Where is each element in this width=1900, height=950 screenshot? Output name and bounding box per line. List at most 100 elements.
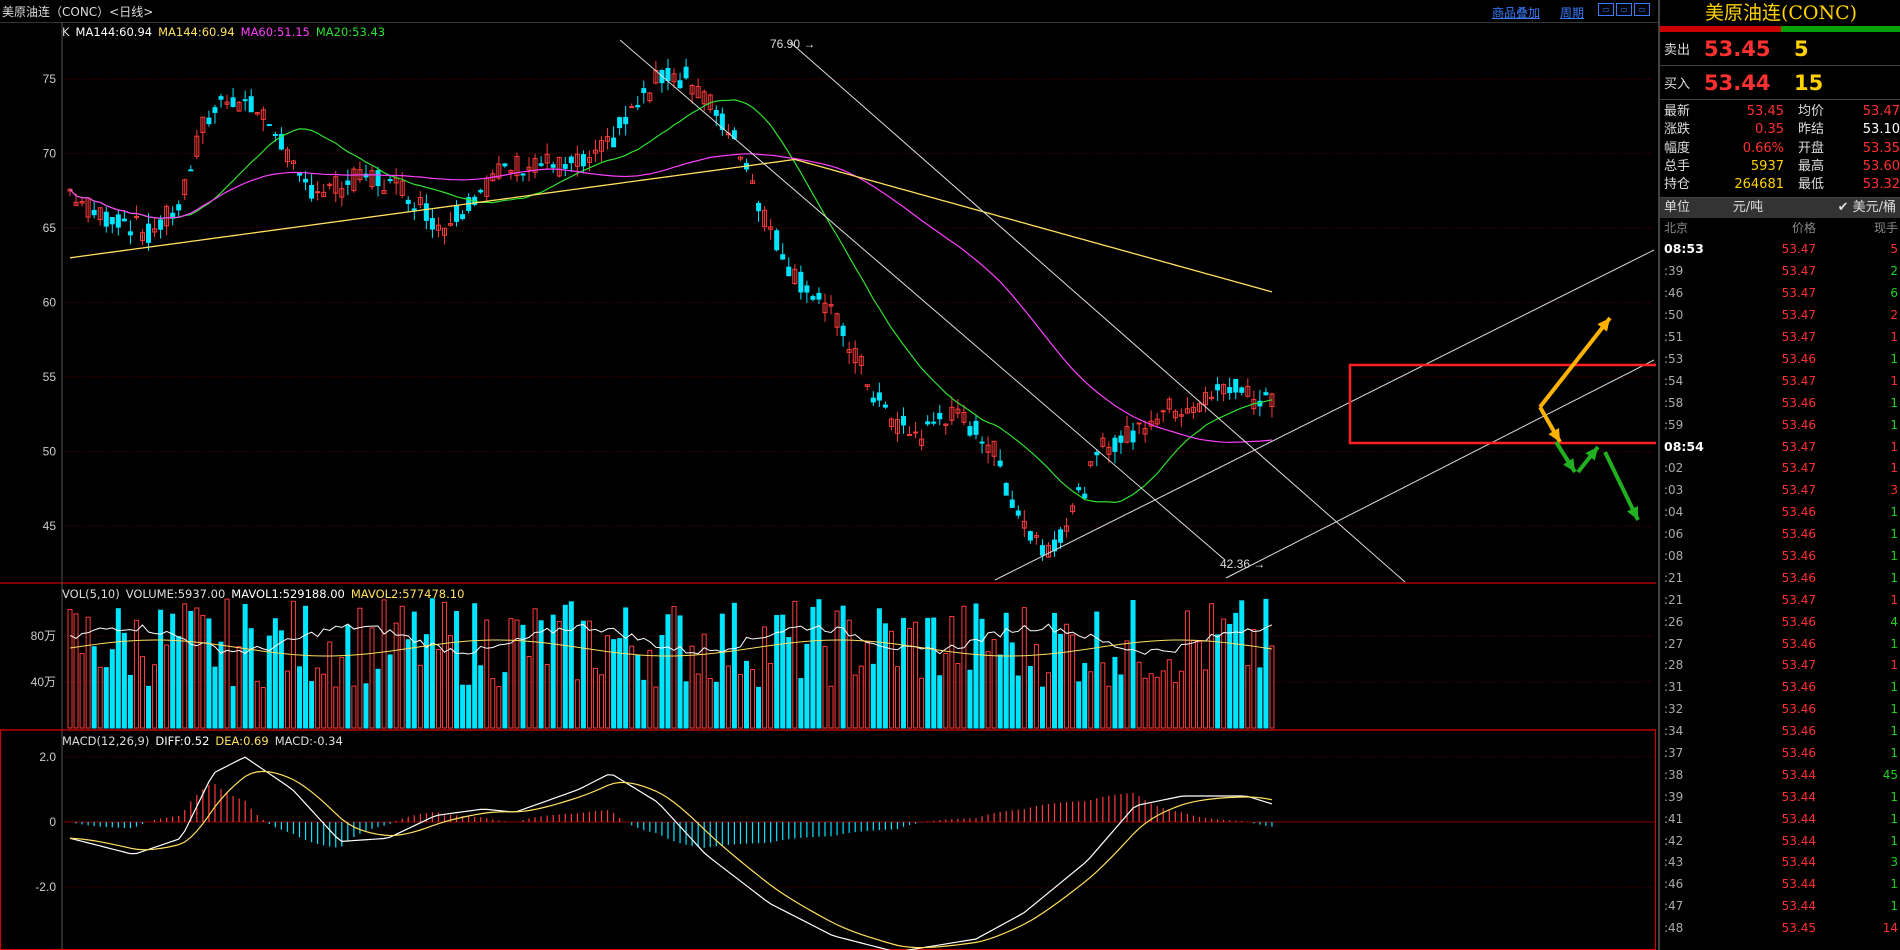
- candle-body: [73, 201, 79, 206]
- ticks-list[interactable]: 08:53 53.47 5:39 53.47 2:46 53.47 6:50 53.47 2:5…: [1660, 238, 1900, 939]
- volume-bar: [611, 639, 617, 729]
- macd-frame: [0, 729, 1656, 950]
- buy-row: 买入 53.44 15: [1660, 66, 1900, 100]
- candle-body: [1166, 398, 1172, 410]
- trend-line: [1225, 359, 1655, 579]
- candle-body: [260, 109, 266, 120]
- candle-body: [635, 104, 641, 108]
- volume-bar: [297, 666, 303, 729]
- tick-row: :39 53.47 2: [1660, 260, 1900, 282]
- overlay-commodity-link[interactable]: 商品叠加: [1492, 6, 1541, 20]
- volume-bar: [272, 618, 278, 729]
- candle-body: [1196, 403, 1202, 412]
- volume-bar: [339, 656, 345, 729]
- tick-price: 53.46: [1781, 745, 1816, 760]
- unit-row[interactable]: 单位 元/吨 ✔ 美元/桶: [1660, 198, 1900, 219]
- candle-body: [955, 408, 961, 414]
- trend-line: [619, 39, 1226, 561]
- candle-body: [97, 207, 103, 221]
- tick-price: 53.44: [1781, 877, 1816, 892]
- candle-body: [1088, 461, 1094, 466]
- sell-price: 53.45: [1704, 36, 1771, 61]
- tick-price: 53.44: [1781, 899, 1816, 914]
- candle-body: [315, 191, 321, 194]
- volume-bar: [1190, 640, 1196, 729]
- tick-qty: 1: [1890, 680, 1898, 695]
- tick-time: :58: [1664, 395, 1684, 410]
- tick-row: :34 53.46 1: [1660, 720, 1900, 742]
- candle-body: [309, 184, 315, 199]
- candle-body: [701, 91, 707, 105]
- volume-bar: [429, 598, 435, 729]
- volume-bar: [103, 667, 109, 729]
- tick-row: :46 53.47 6: [1660, 282, 1900, 304]
- volume-bar: [441, 601, 447, 729]
- stat-value: 53.60: [1862, 158, 1900, 174]
- stat-label: 持仓: [1664, 177, 1691, 193]
- tick-row: :48 53.45 14: [1660, 917, 1900, 939]
- tick-time: :02: [1664, 461, 1684, 476]
- volume-bar: [888, 630, 894, 729]
- ma144-line: [69, 158, 1273, 293]
- volume-bar: [375, 668, 381, 729]
- volume-bar: [284, 670, 290, 729]
- down-arrow-2-head: [1627, 506, 1638, 520]
- candle-body: [290, 160, 296, 165]
- volume-bar: [780, 614, 786, 729]
- volume-bar: [1027, 666, 1033, 729]
- unit-cny-ton[interactable]: 元/吨: [1732, 200, 1764, 216]
- volume-bar: [321, 673, 327, 729]
- candle-body: [339, 188, 345, 198]
- candle-body: [756, 202, 762, 212]
- volume-bar: [381, 599, 387, 729]
- tick-row: :08 53.46 1: [1660, 545, 1900, 567]
- period-link[interactable]: 周期: [1560, 6, 1585, 20]
- candle-body: [146, 223, 152, 243]
- layout-icon[interactable]: ▭: [1598, 3, 1614, 16]
- volume-bar: [152, 664, 158, 729]
- candle-body: [1009, 499, 1015, 508]
- volume-bar: [919, 677, 925, 729]
- candle-body: [399, 180, 405, 197]
- volume-bar: [828, 685, 834, 729]
- tick-qty: 1: [1890, 373, 1898, 388]
- tick-row: 08:54 53.47 1: [1660, 436, 1900, 458]
- candle-body: [369, 170, 375, 188]
- macd-ytick: 2.0: [39, 750, 56, 764]
- tick-time: :21: [1664, 592, 1684, 607]
- volume-bar: [139, 656, 145, 729]
- trend-line: [789, 41, 1406, 583]
- volume-bar: [689, 645, 695, 729]
- maximize-icon[interactable]: ▭: [1634, 3, 1650, 16]
- trend-line: [994, 249, 1655, 581]
- candle-body: [248, 96, 254, 113]
- tick-price: 53.46: [1781, 702, 1816, 717]
- volume-bar: [901, 617, 907, 729]
- volume-bar: [1082, 662, 1088, 729]
- volume-bar: [568, 601, 574, 729]
- tick-time: :31: [1664, 680, 1684, 695]
- unit-usd-barrel[interactable]: ✔ 美元/桶: [1837, 200, 1896, 216]
- kline-ytick: 75: [43, 72, 57, 86]
- tick-row: :06 53.46 1: [1660, 523, 1900, 545]
- volume-bar: [266, 635, 272, 729]
- stats-table: 最新 53.45 均价 53.47 涨跌 0.35 昨结 53.10 幅度 0.66% 开盘 53.3…: [1660, 100, 1900, 199]
- stat-label: 最高: [1798, 158, 1825, 174]
- volume-bar: [224, 598, 230, 729]
- candle-body: [387, 179, 393, 182]
- split-icon[interactable]: ▭: [1616, 3, 1632, 16]
- volume-legend-item: MAVOL1:529188.00: [231, 587, 345, 601]
- stat-label: 昨结: [1798, 122, 1825, 138]
- tick-qty: 1: [1890, 417, 1898, 432]
- tick-qty: 1: [1890, 548, 1898, 563]
- volume-bar: [707, 677, 713, 729]
- tick-time: 08:54: [1664, 438, 1704, 454]
- candle-body: [804, 285, 810, 293]
- volume-bar: [653, 686, 659, 729]
- volume-bar: [804, 643, 810, 729]
- candle-body: [1130, 430, 1136, 443]
- candle-body: [925, 421, 931, 425]
- candle-body: [121, 218, 127, 222]
- tick-row: :28 53.47 1: [1660, 654, 1900, 676]
